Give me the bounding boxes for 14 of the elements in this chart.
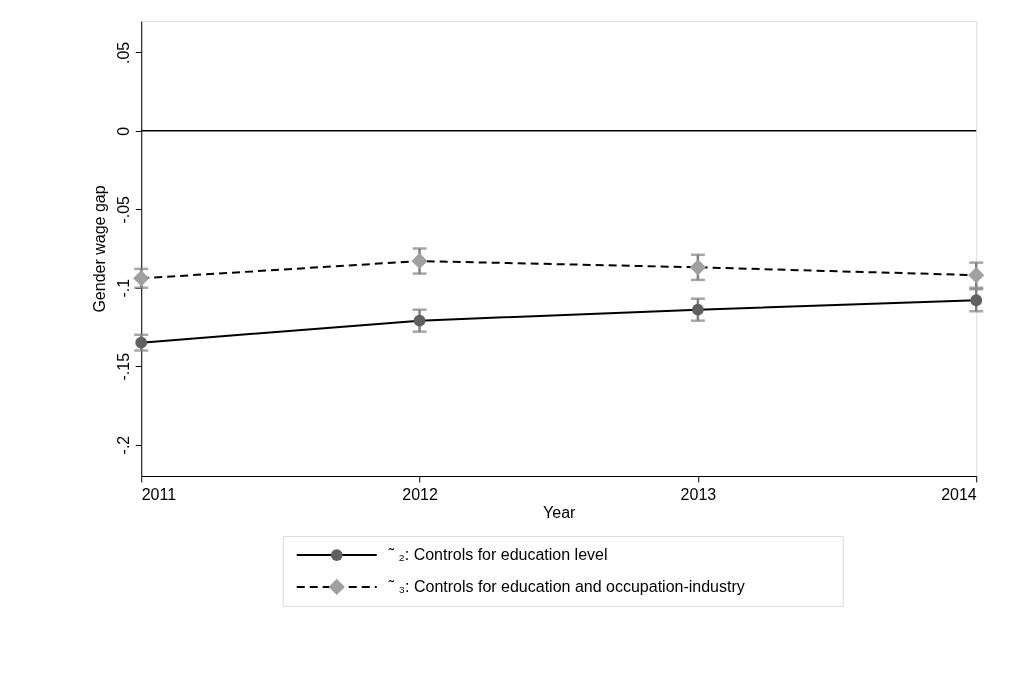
y-tick-label: .05 (114, 41, 132, 64)
x-tick-label: 2014 (941, 485, 977, 503)
y-tick-label: 0 (114, 126, 132, 136)
y-tick-label: -.1 (114, 278, 132, 298)
y-tick-label: -.05 (114, 195, 132, 224)
legend-label: ˜ ₂: Controls for education level (387, 546, 608, 564)
legend-label: ˜ ₃: Controls for education and occupation-industry (387, 577, 745, 595)
x-axis-title: Year (543, 503, 577, 521)
y-tick-label: -.2 (114, 435, 132, 455)
y-tick-label: -.15 (114, 352, 132, 381)
x-tick-label: 2013 (680, 485, 717, 503)
x-tick-label: 2011 (141, 485, 177, 503)
y-axis-title: Gender wage gap (90, 185, 108, 313)
x-tick-label: 2012 (402, 485, 438, 503)
